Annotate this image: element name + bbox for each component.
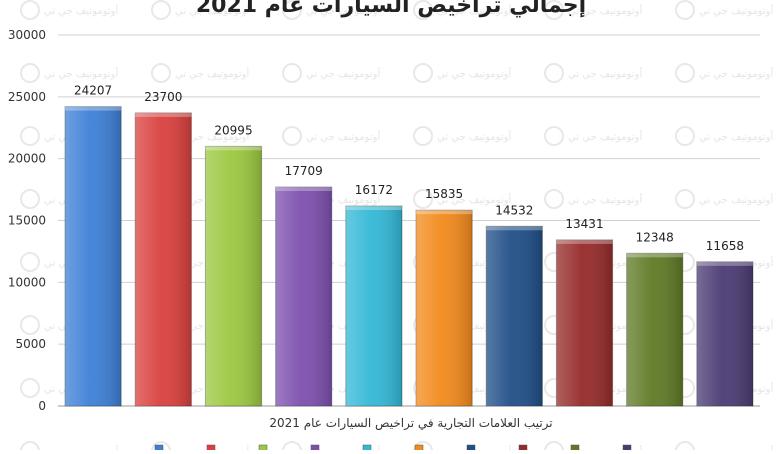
bar bbox=[626, 252, 684, 407]
bar-value-label: 14532 bbox=[495, 203, 533, 217]
svg-text:أوتوموتيف جي تي: أوتوموتيف جي تي bbox=[699, 445, 773, 450]
y-tick-label: 15000 bbox=[8, 214, 46, 228]
bar-value-label: 24207 bbox=[74, 84, 112, 98]
y-tick-label: 30000 bbox=[8, 28, 46, 42]
legend-swatch bbox=[518, 444, 528, 453]
svg-text:أوتوموتيف جي تي: أوتوموتيف جي تي bbox=[44, 445, 118, 450]
y-tick-label: 5000 bbox=[15, 337, 46, 351]
bar-series bbox=[64, 106, 754, 407]
y-tick-label: 25000 bbox=[8, 90, 46, 104]
watermark-logo: أوتوموتيف جي تي bbox=[282, 126, 380, 146]
svg-text:أوتوموتيف جي تي: أوتوموتيف جي تي bbox=[699, 130, 773, 143]
legend-swatch bbox=[414, 444, 424, 453]
watermark-logo: أوتوموتيف جي تي bbox=[544, 126, 642, 146]
watermark-logo: أوتوموتيف جي تي bbox=[151, 441, 249, 454]
bar-value-label: 15835 bbox=[425, 187, 463, 201]
watermark-logo: أوتوموتيف جي تي bbox=[282, 63, 380, 83]
watermark-logo: أوتوموتيف جي تي bbox=[151, 63, 249, 83]
watermark-logo: أوتوموتيف جي تي bbox=[413, 189, 511, 209]
watermark-logo: أوتوموتيف جي تي bbox=[151, 0, 249, 20]
watermark-logo: أوتوموتيف جي تي bbox=[20, 63, 118, 83]
svg-text:أوتوموتيف جي تي: أوتوموتيف جي تي bbox=[568, 130, 642, 143]
bar bbox=[345, 205, 403, 407]
watermark-logo: أوتوموتيف جي تي bbox=[413, 441, 511, 454]
bar-value-label: 13431 bbox=[565, 217, 603, 231]
legend-swatch bbox=[570, 444, 580, 453]
bar-value-label: 16172 bbox=[355, 183, 393, 197]
watermark-logo: أوتوموتيف جي تي bbox=[413, 0, 511, 20]
bar-value-label: 17709 bbox=[285, 164, 323, 178]
svg-text:أوتوموتيف جي تي: أوتوموتيف جي تي bbox=[306, 4, 380, 17]
bar bbox=[555, 239, 614, 407]
legend-swatch bbox=[154, 444, 164, 453]
svg-text:أوتوموتيف جي تي: أوتوموتيف جي تي bbox=[44, 67, 118, 80]
watermark-logo: أوتوموتيف جي تي bbox=[413, 63, 511, 83]
svg-text:أوتوموتيف جي تي: أوتوموتيف جي تي bbox=[568, 67, 642, 80]
svg-text:أوتوموتيف جي تي: أوتوموتيف جي تي bbox=[437, 4, 511, 17]
legend-swatch bbox=[310, 444, 320, 453]
legend-swatch bbox=[622, 444, 632, 453]
y-axis: 0 5000 10000 15000 20000 25000 30000 bbox=[8, 28, 46, 413]
y-tick-label: 0 bbox=[38, 399, 46, 413]
watermark-logo: أوتوموتيف جي تي bbox=[675, 126, 773, 146]
svg-text:أوتوموتيف جي تي: أوتوموتيف جي تي bbox=[175, 67, 249, 80]
svg-text:أوتوموتيف جي تي: أوتوموتيف جي تي bbox=[175, 130, 249, 143]
watermark-logo: أوتوموتيف جي تي bbox=[413, 126, 511, 146]
bar-value-label: 20995 bbox=[214, 123, 252, 137]
bar bbox=[275, 186, 333, 407]
watermark-logo: أوتوموتيف جي تي bbox=[544, 0, 642, 20]
svg-text:أوتوموتيف جي تي: أوتوموتيف جي تي bbox=[437, 130, 511, 143]
legend bbox=[154, 444, 632, 453]
bar-value-label: 12348 bbox=[636, 230, 674, 244]
bar bbox=[485, 225, 543, 407]
legend-swatch bbox=[206, 444, 216, 453]
y-tick-label: 20000 bbox=[8, 152, 46, 166]
svg-text:أوتوموتيف جي تي: أوتوموتيف جي تي bbox=[568, 4, 642, 17]
watermark-logo: أوتوموتيف جي تي bbox=[675, 441, 773, 454]
bar bbox=[415, 209, 473, 407]
watermark-logo: أوتوموتيف جي تي bbox=[675, 63, 773, 83]
watermark-logo: أوتوموتيف جي تي bbox=[675, 0, 773, 20]
svg-text:أوتوموتيف جي تي: أوتوموتيف جي تي bbox=[44, 4, 118, 17]
bar bbox=[64, 106, 122, 407]
bar bbox=[696, 261, 754, 407]
watermark-logo: أوتوموتيف جي تي bbox=[544, 63, 642, 83]
x-axis-label: ترتيب العلامات التجارية في تراخيص السيار… bbox=[269, 416, 552, 431]
svg-text:أوتوموتيف جي تي: أوتوموتيف جي تي bbox=[568, 193, 642, 206]
svg-text:أوتوموتيف جي تي: أوتوموتيف جي تي bbox=[306, 130, 380, 143]
data-labels: 24207 23700 20995 17709 16172 15835 14532 13431… bbox=[74, 84, 744, 253]
svg-text:أوتوموتيف جي تي: أوتوموتيف جي تي bbox=[437, 67, 511, 80]
chart-title: إجمالي تراخيص السيارات عام 2021 bbox=[196, 0, 586, 18]
bar bbox=[134, 112, 192, 407]
bar-value-label: 11658 bbox=[706, 239, 744, 253]
svg-text:أوتوموتيف جي تي: أوتوموتيف جي تي bbox=[306, 67, 380, 80]
bar bbox=[204, 145, 263, 407]
y-tick-label: 10000 bbox=[8, 275, 46, 289]
watermark-logo: أوتوموتيف جي تي bbox=[544, 189, 642, 209]
svg-text:أوتوموتيف جي تي: أوتوموتيف جي تي bbox=[699, 67, 773, 80]
bar-value-label: 23700 bbox=[144, 90, 182, 104]
svg-text:أوتوموتيف جي تي: أوتوموتيف جي تي bbox=[699, 193, 773, 206]
legend-swatch bbox=[258, 444, 268, 453]
watermark-logo: أوتوموتيف جي تي bbox=[20, 0, 118, 20]
svg-text:أوتوموتيف جي تي: أوتوموتيف جي تي bbox=[699, 4, 773, 17]
svg-text:أوتوموتيف جي تي: أوتوموتيف جي تي bbox=[175, 4, 249, 17]
legend-swatch bbox=[362, 444, 372, 453]
legend-swatch bbox=[466, 444, 476, 453]
watermark-logo: أوتوموتيف جي تي bbox=[282, 0, 380, 20]
watermark-logo: أوتوموتيف جي تي bbox=[675, 189, 773, 209]
watermark-logo: أوتوموتيف جي تي bbox=[20, 441, 118, 454]
svg-text:أوتوموتيف جي تي: أوتوموتيف جي تي bbox=[437, 193, 511, 206]
